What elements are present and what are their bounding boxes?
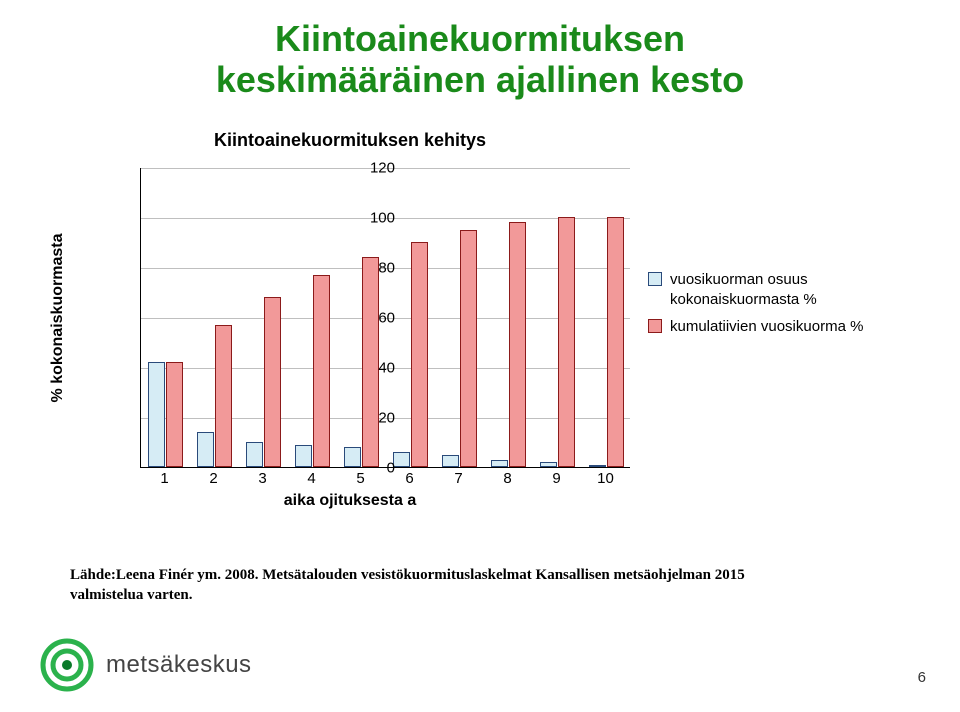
bar	[197, 432, 214, 467]
legend-label: vuosikuorman osuus kokonaiskuormasta %	[670, 270, 890, 309]
x-tick-label: 6	[405, 470, 413, 487]
legend-label: kumulatiivien vuosikuorma %	[670, 317, 863, 337]
legend-swatch	[648, 319, 662, 333]
bar	[558, 217, 575, 467]
bar	[442, 455, 459, 468]
bar	[148, 362, 165, 467]
bar	[215, 325, 232, 468]
x-tick-label: 4	[307, 470, 315, 487]
legend-swatch	[648, 272, 662, 286]
bar	[246, 442, 263, 467]
y-tick-label: 20	[355, 410, 395, 427]
x-tick-label: 2	[209, 470, 217, 487]
legend: vuosikuorman osuus kokonaiskuormasta % ku…	[648, 270, 890, 345]
y-tick-label: 40	[355, 360, 395, 377]
x-tick-label: 9	[552, 470, 560, 487]
bar	[393, 452, 410, 467]
x-tick-label: 10	[597, 470, 614, 487]
x-axis-label: aika ojituksesta a	[70, 492, 630, 510]
bar	[166, 362, 183, 467]
x-tick-label: 5	[356, 470, 364, 487]
bar	[411, 242, 428, 467]
x-tick-label: 8	[503, 470, 511, 487]
x-tick-label: 3	[258, 470, 266, 487]
slide-title: Kiintoainekuormituksen keskimääräinen aj…	[0, 0, 960, 101]
y-axis-label: % kokonaiskuormasta	[49, 234, 67, 403]
bar	[540, 462, 557, 467]
footer-brand: metsäkeskus	[106, 651, 252, 679]
title-line-2: keskimääräinen ajallinen kesto	[216, 59, 744, 100]
bar	[460, 230, 477, 468]
bar	[491, 460, 508, 468]
x-tick-label: 1	[160, 470, 168, 487]
y-tick-label: 60	[355, 310, 395, 327]
brand-logo-icon	[40, 638, 94, 692]
y-tick-label: 100	[355, 210, 395, 227]
legend-item: vuosikuorman osuus kokonaiskuormasta %	[648, 270, 890, 309]
citation-text: Lähde:Leena Finér ym. 2008. Metsätaloude…	[70, 565, 770, 606]
chart-title: Kiintoainekuormituksen kehitys	[70, 130, 630, 151]
chart-area: Kiintoainekuormituksen kehitys % kokonai…	[70, 130, 890, 560]
legend-item: kumulatiivien vuosikuorma %	[648, 317, 890, 337]
title-line-1: Kiintoainekuormituksen	[275, 18, 685, 59]
bar	[295, 445, 312, 468]
bar	[607, 217, 624, 467]
y-tick-label: 80	[355, 260, 395, 277]
page-number: 6	[918, 669, 926, 686]
footer: metsäkeskus	[40, 638, 252, 692]
bar	[313, 275, 330, 468]
chart-container: Kiintoainekuormituksen kehitys % kokonai…	[70, 130, 890, 560]
x-tick-label: 7	[454, 470, 462, 487]
y-tick-label: 120	[355, 160, 395, 177]
bar	[264, 297, 281, 467]
bar	[589, 465, 606, 468]
bar	[509, 222, 526, 467]
